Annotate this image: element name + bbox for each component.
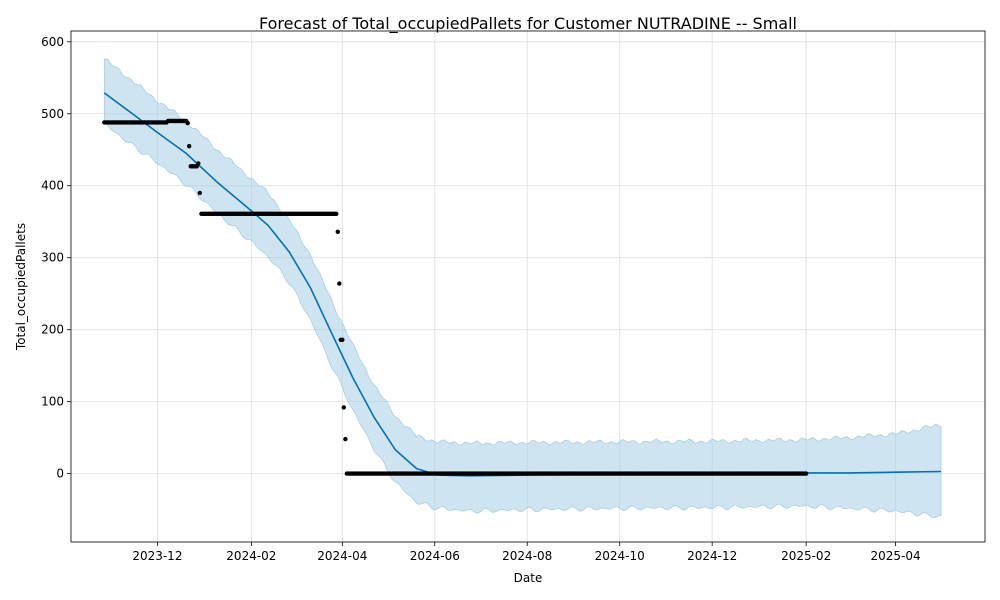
- observed-point: [335, 229, 340, 234]
- observed-point: [187, 144, 192, 149]
- observed-point: [337, 281, 342, 286]
- x-tick-label: 2024-10: [595, 549, 645, 563]
- observed-point: [334, 211, 339, 216]
- observed-point: [340, 337, 345, 342]
- x-tick-label: 2025-02: [781, 549, 831, 563]
- observed-point: [343, 436, 348, 442]
- x-axis: 2023-12 2024-02 2024-04 2024-06 2024-08 2024-…: [132, 542, 921, 563]
- observed-point: [197, 190, 202, 196]
- y-tick-label: 400: [41, 179, 64, 193]
- uncertainty-band-layer: [103, 58, 942, 519]
- observed-point: [341, 405, 346, 410]
- x-tick-label: 2024-02: [226, 549, 276, 563]
- y-axis: 0 100 200 300 400 500 600: [41, 35, 71, 481]
- observed-points-layer: [102, 118, 809, 476]
- y-tick-label: 600: [41, 35, 64, 49]
- uncertainty-band: [103, 58, 942, 519]
- y-tick-label: 500: [41, 107, 64, 121]
- y-tick-label: 0: [56, 467, 64, 481]
- x-tick-label: 2024-12: [687, 549, 737, 563]
- forecast-line-layer: [103, 92, 942, 477]
- y-tick-label: 300: [41, 251, 64, 265]
- x-axis-label: Date: [514, 571, 543, 585]
- chart-title: Forecast of Total_occupiedPallets for Cu…: [259, 14, 797, 34]
- observed-point: [185, 120, 190, 126]
- x-tick-label: 2024-08: [502, 549, 552, 563]
- y-tick-label: 100: [41, 395, 64, 409]
- x-tick-label: 2025-04: [871, 549, 921, 563]
- x-tick-label: 2024-04: [317, 549, 367, 563]
- forecast-line: [103, 92, 942, 477]
- x-tick-label: 2024-06: [410, 549, 460, 563]
- observed-point: [196, 161, 201, 166]
- observed-point: [803, 471, 809, 476]
- y-axis-label: Total_occupiedPallets: [14, 223, 28, 351]
- plot-frame: [70, 30, 986, 543]
- x-tick-label: 2023-12: [132, 549, 182, 563]
- y-tick-label: 200: [41, 323, 64, 337]
